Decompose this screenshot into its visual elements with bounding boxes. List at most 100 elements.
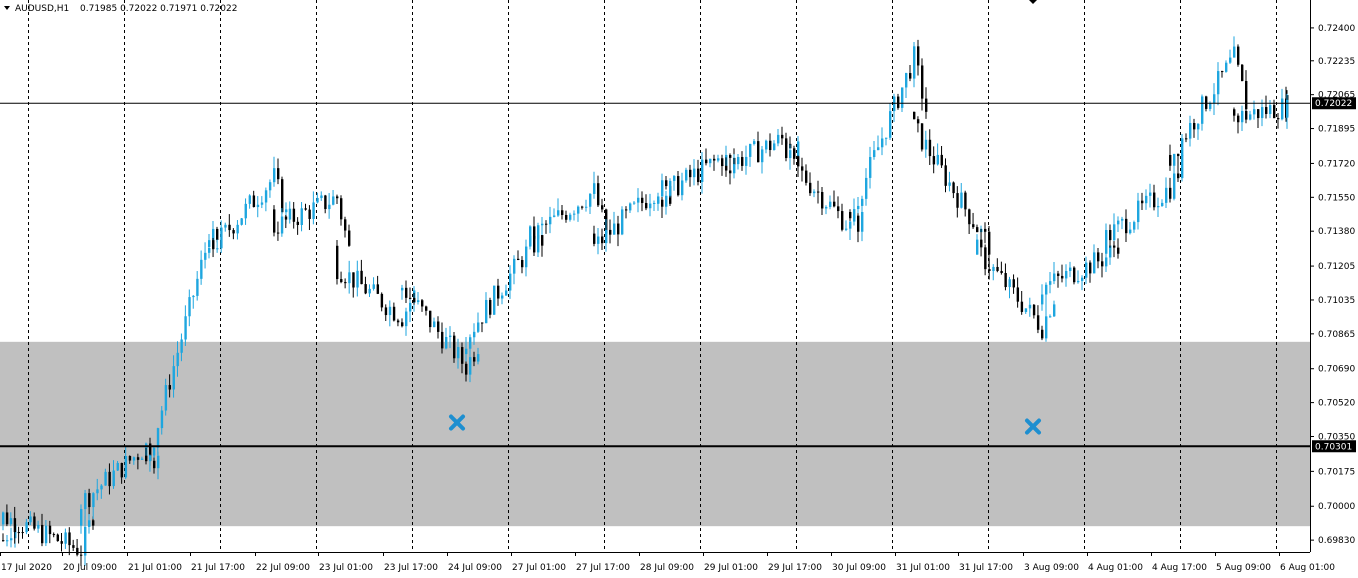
time-tick-label: 27 Jul 01:00 (512, 563, 566, 573)
bull-candle (1209, 103, 1212, 109)
bear-candle (68, 532, 71, 546)
bull-candle (825, 207, 828, 209)
bear-candle (1237, 115, 1240, 123)
bear-candle (721, 158, 724, 167)
bull-candle (449, 335, 452, 338)
bear-candle (597, 183, 600, 206)
bull-candle (633, 202, 636, 204)
bear-candle (913, 111, 916, 120)
price-axis[interactable]: 0.72400 0.72235 0.72065 0.71895 0.71720 0.715… (1310, 24, 1356, 546)
price-tick-label: 0.70175 (1318, 467, 1355, 477)
bull-candle (445, 337, 448, 349)
bear-candle (153, 460, 156, 469)
markers (449, 414, 1041, 435)
bull-candle (248, 195, 252, 204)
bull-candle (885, 137, 888, 139)
bear-candle (697, 168, 700, 183)
bull-candle (621, 209, 624, 235)
time-tick-label: 3 Aug 09:00 (1024, 563, 1079, 573)
bull-candle (44, 525, 48, 544)
bear-candle (1193, 122, 1196, 130)
bull-candle (388, 306, 392, 316)
bear-candle (921, 65, 924, 99)
bear-candle (984, 247, 987, 270)
bull-candle (924, 139, 928, 150)
bull-candle (753, 141, 756, 145)
bull-candle (701, 159, 704, 183)
price-badge-label: 0.70301 (1315, 442, 1352, 452)
bear-candle (1036, 315, 1040, 330)
bull-candle (1181, 154, 1184, 179)
bear-candle (497, 285, 500, 299)
symbol-dropdown-icon[interactable] (4, 6, 10, 10)
time-tick-label: 31 Jul 17:00 (959, 563, 1013, 573)
bull-candle (273, 168, 276, 183)
price-badge (1312, 97, 1356, 110)
bull-candle (104, 471, 107, 486)
bull-candle (889, 111, 892, 138)
bear-candle (80, 554, 83, 556)
bull-candle (905, 73, 908, 88)
bull-candle (1181, 138, 1184, 157)
bear-candle (336, 245, 339, 280)
time-tick-label: 20 Jul 09:00 (63, 563, 117, 573)
bull-candle (112, 470, 115, 487)
bull-candle (244, 203, 247, 219)
bull-candle (881, 138, 884, 148)
time-tick-label: 24 Jul 09:00 (448, 563, 502, 573)
bull-candle (100, 485, 103, 490)
bull-candle (184, 316, 187, 340)
bear-candle (849, 212, 852, 219)
bear-candle (988, 269, 991, 272)
bull-candle (557, 210, 560, 216)
bear-candle (1073, 267, 1076, 283)
price-tick-label: 0.71720 (1318, 159, 1355, 169)
bear-candle (352, 272, 355, 288)
bull-candle (6, 540, 9, 542)
bull-candle (1093, 252, 1096, 274)
bull-candle (661, 180, 664, 197)
bear-candle (972, 224, 975, 228)
bull-candle (1229, 57, 1232, 63)
bull-candle (172, 366, 175, 390)
bull-candle (164, 385, 168, 411)
bull-candle (477, 322, 480, 332)
bull-candle (593, 183, 596, 194)
bull-candle (849, 221, 852, 229)
bear-candle (757, 141, 760, 163)
vertical-grid (28, 0, 1277, 552)
bear-candle (713, 158, 716, 161)
bear-candle (1032, 304, 1036, 316)
bull-candle (549, 216, 552, 225)
bull-candle (477, 354, 480, 362)
bear-candle (625, 209, 628, 211)
bull-candle (573, 213, 576, 215)
bull-candle (1201, 96, 1204, 124)
bear-candle (1117, 247, 1120, 254)
bear-candle (52, 534, 56, 536)
bull-candle (1161, 202, 1164, 207)
bear-candle (41, 524, 44, 544)
bull-candle (685, 169, 688, 181)
price-badge (1312, 440, 1356, 453)
bear-candle (841, 211, 844, 230)
bull-candle (256, 204, 260, 208)
bull-candle (200, 259, 203, 279)
bull-candle (976, 239, 979, 255)
bear-candle (228, 224, 231, 231)
bull-candle (372, 284, 375, 289)
bear-candle (281, 179, 284, 213)
time-axis[interactable]: 17 Jul 2020 20 Jul 09:00 21 Jul 01:00 21 Ju… (0, 552, 1336, 573)
bear-candle (21, 532, 24, 534)
bull-candle (1149, 192, 1152, 196)
bull-candle (960, 192, 963, 208)
bull-candle (681, 180, 684, 196)
bear-candle (168, 385, 172, 390)
bear-candle (1257, 109, 1260, 119)
bear-candle (837, 206, 840, 212)
bull-candle (865, 177, 868, 199)
bear-candle (805, 170, 808, 183)
bear-candle (809, 182, 812, 194)
bear-candle (120, 462, 124, 478)
